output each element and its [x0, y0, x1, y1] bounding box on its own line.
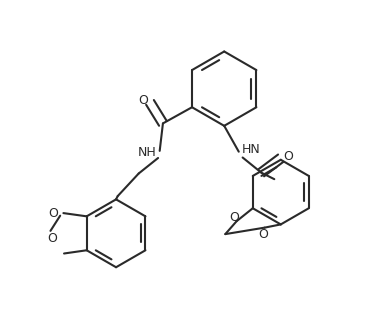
Text: O: O — [138, 94, 148, 107]
Text: HN: HN — [241, 142, 260, 156]
Text: NH: NH — [138, 146, 157, 159]
Text: O: O — [258, 228, 268, 241]
Text: O: O — [283, 150, 293, 163]
Text: O: O — [48, 207, 58, 220]
Text: O: O — [47, 232, 57, 245]
Text: O: O — [229, 212, 239, 224]
